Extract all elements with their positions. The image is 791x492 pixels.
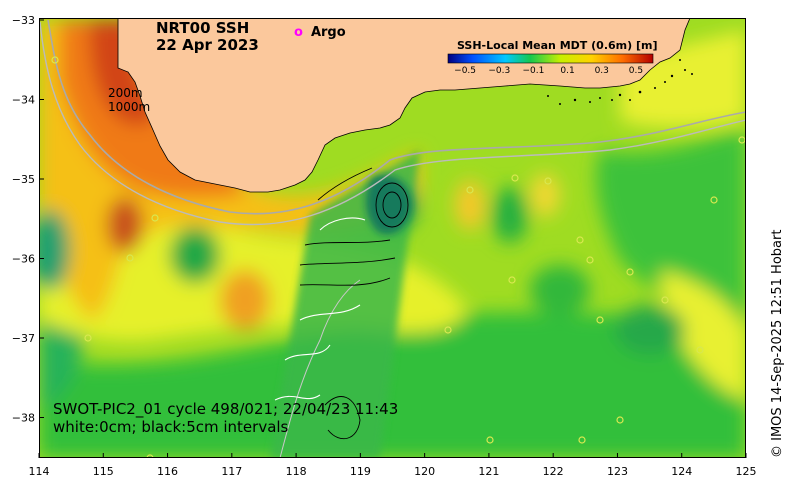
imos-credit: © IMOS 14-Sep-2025 12:51 Hobart bbox=[770, 229, 785, 458]
isobath-deep bbox=[279, 279, 361, 458]
x-tick-label: 116 bbox=[157, 465, 178, 478]
colorbar bbox=[447, 53, 654, 64]
sea-red-eddy bbox=[107, 197, 143, 253]
y-tick-label: −35 bbox=[12, 173, 35, 186]
x-tick-label: 123 bbox=[607, 465, 628, 478]
colorbar-tick-label: −0.1 bbox=[522, 66, 545, 76]
sea-orange-eddy-2 bbox=[455, 180, 485, 230]
isobath-1000m bbox=[39, 21, 746, 226]
x-axis: 114 115 116 117 118 119 120 121 122 123 124 125 bbox=[29, 453, 757, 478]
argo-markers bbox=[51, 56, 746, 458]
sea-green-eddy-3 bbox=[492, 187, 528, 243]
x-tick-label: 121 bbox=[478, 465, 499, 478]
colorbar-title: SSH-Local Mean MDT (0.6m) [m] bbox=[457, 39, 658, 52]
product-name: NRT00 SSH bbox=[156, 19, 250, 37]
isobath-labels: 200m 1000m bbox=[108, 86, 150, 114]
sea-yellow-east bbox=[660, 270, 746, 400]
y-axis: −33 −34 −35 −36 −37 −38 bbox=[12, 14, 44, 425]
argo-label: Argo bbox=[310, 25, 346, 40]
x-tick-label: 117 bbox=[221, 465, 242, 478]
argo-legend: o Argo bbox=[294, 25, 346, 40]
swot-caption-line1: SWOT-PIC2_01 cycle 498/021; 22/04/23 11:… bbox=[53, 400, 399, 418]
y-tick-label: −34 bbox=[12, 94, 35, 107]
isobath-200m bbox=[47, 19, 746, 215]
argo-circle-icon: o bbox=[294, 25, 303, 40]
ssh-contours-black bbox=[299, 167, 409, 440]
y-tick-label: −38 bbox=[12, 412, 35, 425]
swot-swath-core bbox=[366, 175, 412, 235]
map-date: 22 Apr 2023 bbox=[156, 36, 259, 54]
x-tick-label: 115 bbox=[93, 465, 114, 478]
x-tick-label: 122 bbox=[543, 465, 564, 478]
plot-frame bbox=[39, 18, 746, 458]
colorbar-tick-label: −0.3 bbox=[488, 66, 511, 76]
y-tick-label: −37 bbox=[12, 332, 35, 345]
swot-caption-line2: white:0cm; black:5cm intervals bbox=[53, 418, 289, 436]
y-tick-label: −33 bbox=[12, 14, 35, 27]
x-tick-label: 118 bbox=[286, 465, 307, 478]
colorbar-tick-label: 0.5 bbox=[628, 66, 644, 76]
swot-caption: SWOT-PIC2_01 cycle 498/021; 22/04/23 11:… bbox=[53, 400, 398, 436]
sea-green-eddy-1 bbox=[170, 227, 220, 283]
sea-green-south bbox=[39, 300, 746, 458]
x-tick-label: 114 bbox=[29, 465, 50, 478]
sea-green-eddy-5 bbox=[530, 265, 590, 315]
colorbar-tick-label: 0.1 bbox=[560, 66, 575, 76]
sea-green-eddy-4 bbox=[615, 305, 685, 355]
x-tick-label: 125 bbox=[736, 465, 757, 478]
x-tick-label: 124 bbox=[671, 465, 692, 478]
x-tick-label: 120 bbox=[414, 465, 435, 478]
islands bbox=[547, 59, 693, 105]
x-tick-label: 119 bbox=[350, 465, 371, 478]
isobath-label-200m: 200m bbox=[108, 86, 143, 100]
sea-green-east bbox=[596, 130, 746, 308]
sea-orange-eddy-3 bbox=[530, 173, 560, 217]
map-title: NRT00 SSH 22 Apr 2023 bbox=[156, 20, 259, 54]
sea-teal-west bbox=[39, 210, 70, 290]
y-tick-label: −36 bbox=[12, 253, 35, 266]
ssh-contours-white bbox=[274, 217, 366, 401]
colorbar-tick-label: 0.3 bbox=[594, 66, 609, 76]
sea-orange-eddy bbox=[220, 270, 270, 330]
isobath-label-1000m: 1000m bbox=[108, 100, 151, 114]
colorbar-tick-label: −0.5 bbox=[454, 66, 477, 76]
